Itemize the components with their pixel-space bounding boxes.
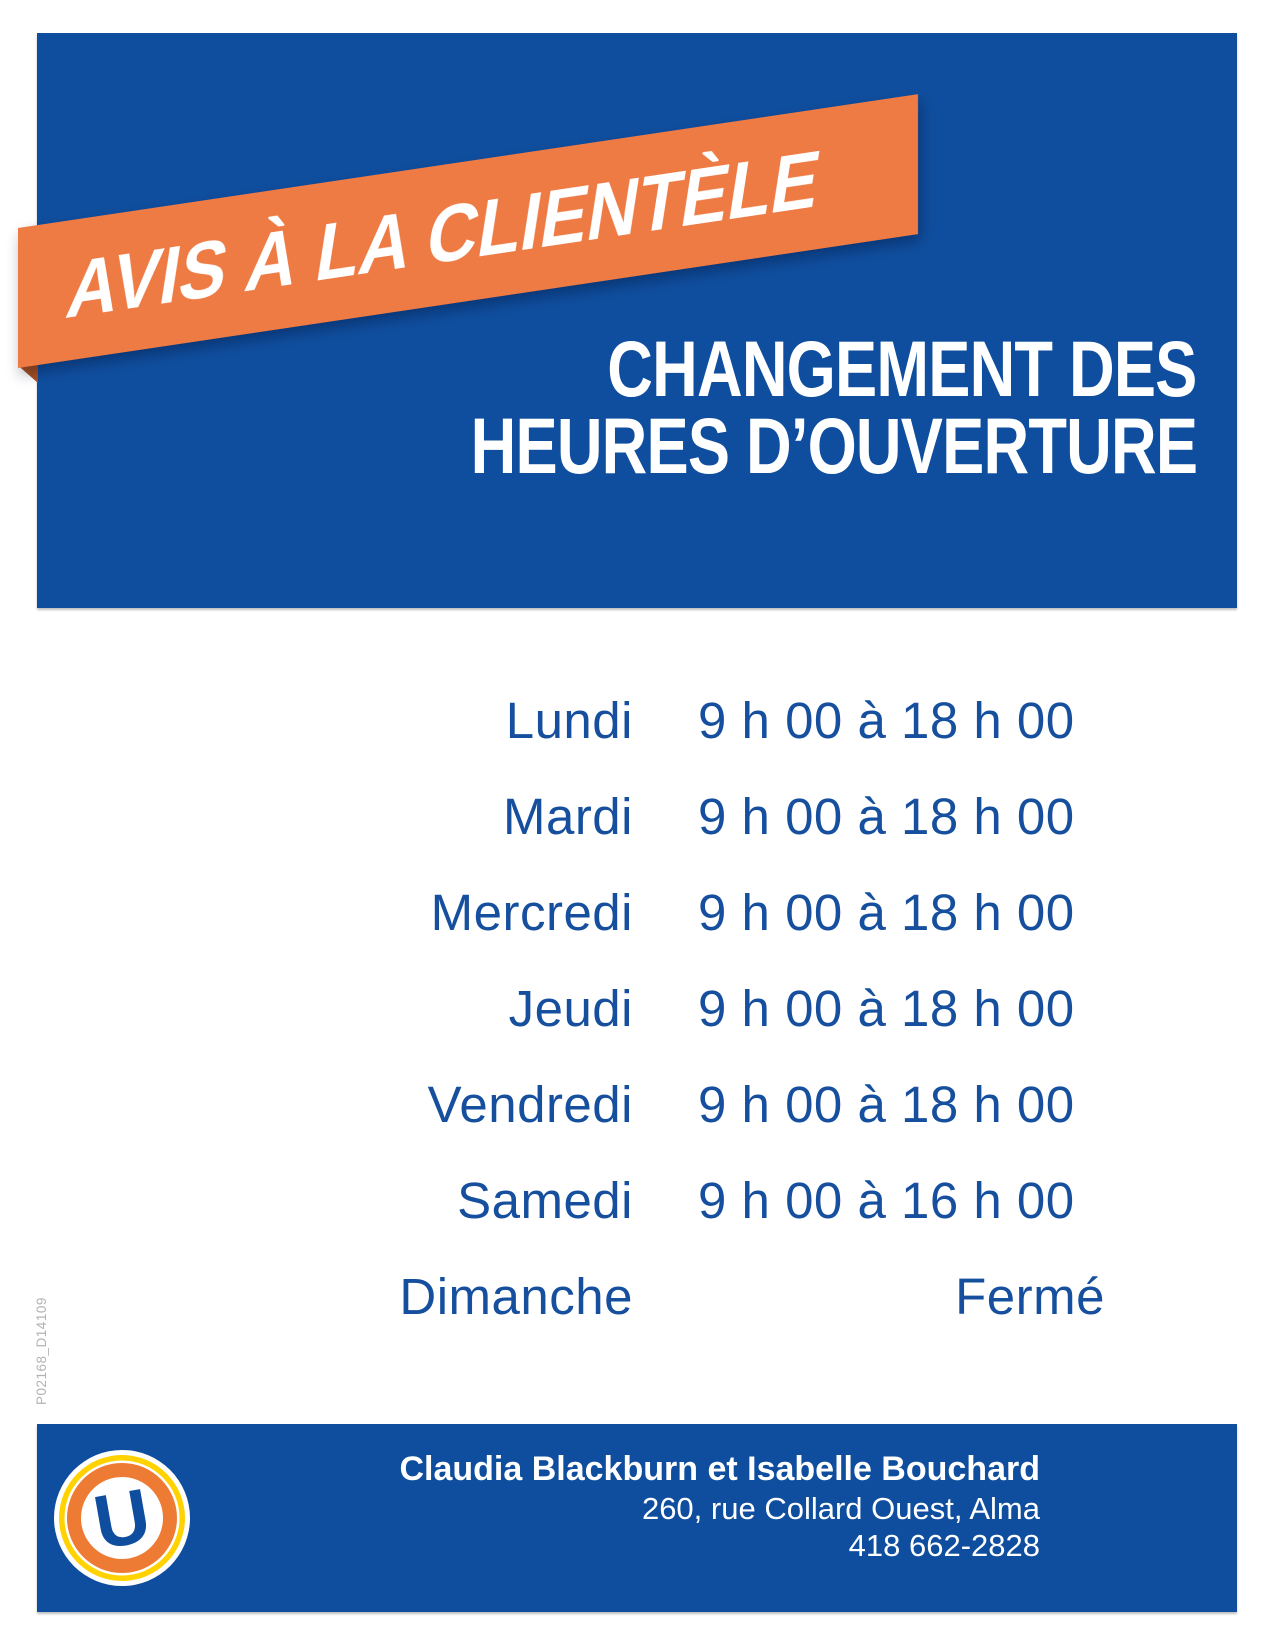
hours-value: 9 h 00 à 18 h 00 — [698, 1075, 1075, 1133]
uniprix-logo-icon: U — [54, 1450, 190, 1586]
store-phone: 418 662-2828 — [848, 1528, 1040, 1563]
table-row: Jeudi 9 h 00 à 18 h 00 — [0, 960, 1105, 1056]
day-label: Mardi — [502, 787, 633, 845]
page-title-line1: CHANGEMENT DES — [607, 324, 1198, 413]
footer-contact-block: Claudia Blackburn et Isabelle Bouchard 2… — [399, 1448, 1040, 1564]
table-row: Mercredi 9 h 00 à 18 h 00 — [0, 864, 1105, 960]
hours-value: Fermé — [955, 1267, 1105, 1325]
table-row: Lundi 9 h 00 à 18 h 00 — [0, 672, 1105, 768]
opening-hours-table: Lundi 9 h 00 à 18 h 00 Mardi 9 h 00 à 18… — [0, 672, 1105, 1344]
pharmacist-names: Claudia Blackburn et Isabelle Bouchard — [399, 1450, 1040, 1488]
table-row: Dimanche Fermé — [0, 1248, 1105, 1344]
table-row: Mardi 9 h 00 à 18 h 00 — [0, 768, 1105, 864]
day-label: Dimanche — [399, 1267, 633, 1325]
hours-value: 9 h 00 à 16 h 00 — [698, 1171, 1075, 1229]
table-row: Vendredi 9 h 00 à 18 h 00 — [0, 1056, 1105, 1152]
footer-panel: Claudia Blackburn et Isabelle Bouchard 2… — [37, 1424, 1237, 1612]
page-title: CHANGEMENT DES HEURES D’OUVERTURE — [74, 324, 1198, 490]
day-label: Vendredi — [427, 1075, 633, 1133]
store-address: 260, rue Collard Ouest, Alma — [641, 1491, 1040, 1526]
table-row: Samedi 9 h 00 à 16 h 00 — [0, 1152, 1105, 1248]
day-label: Samedi — [457, 1171, 633, 1229]
print-code: P02168_D14109 — [34, 1297, 49, 1405]
hours-value: 9 h 00 à 18 h 00 — [698, 883, 1075, 941]
page-title-line2: HEURES D’OUVERTURE — [470, 401, 1197, 490]
hours-value: 9 h 00 à 18 h 00 — [698, 691, 1075, 749]
day-label: Lundi — [505, 691, 633, 749]
hours-value: 9 h 00 à 18 h 00 — [698, 979, 1075, 1037]
hours-value: 9 h 00 à 18 h 00 — [698, 787, 1075, 845]
day-label: Mercredi — [430, 883, 633, 941]
day-label: Jeudi — [508, 979, 633, 1037]
